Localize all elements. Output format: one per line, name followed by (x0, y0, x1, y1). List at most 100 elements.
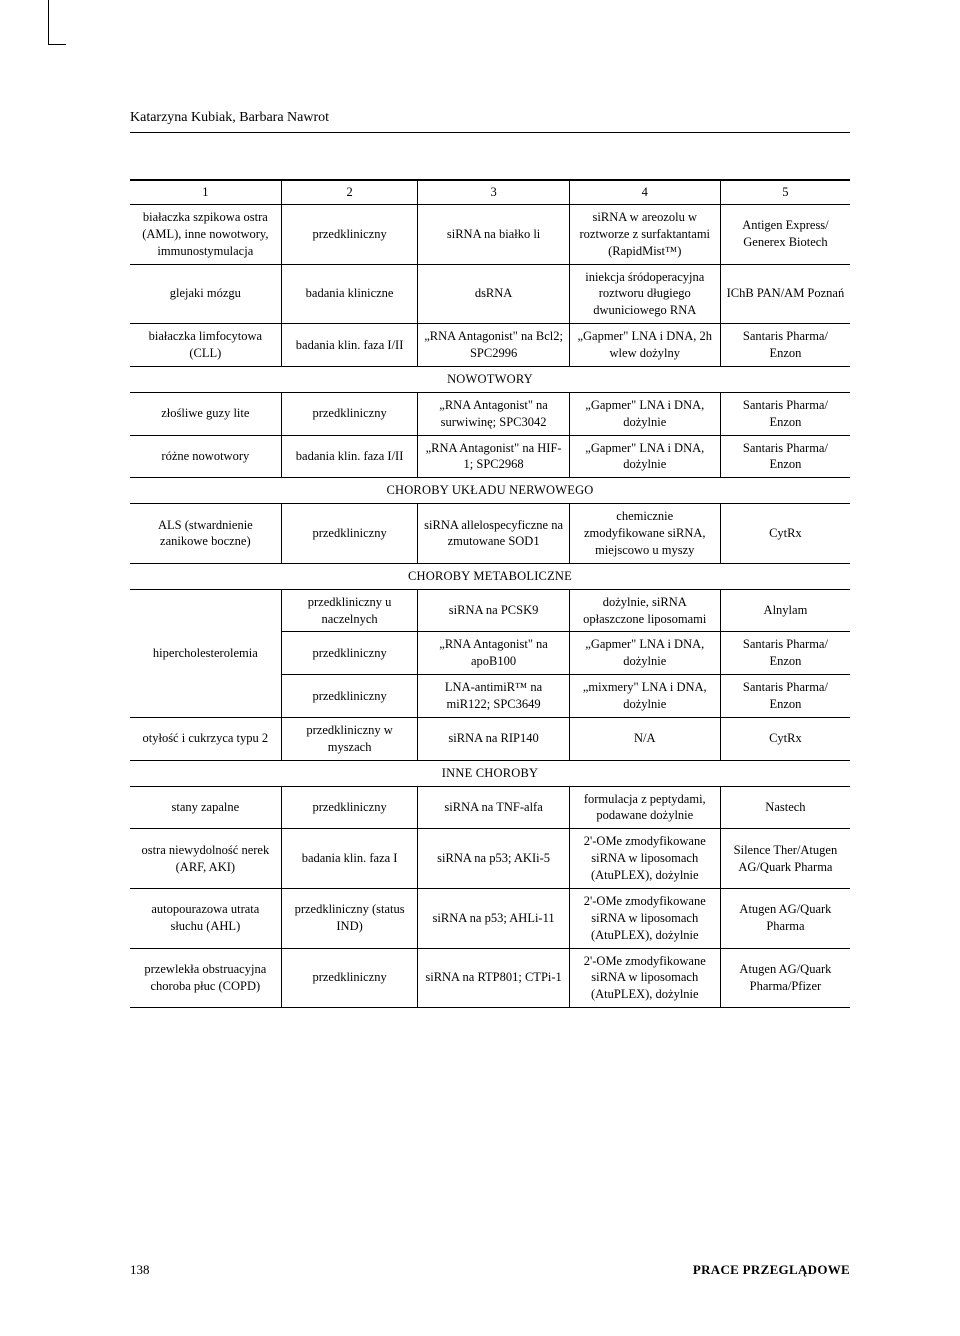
table-cell: badania klin. faza I/II (281, 435, 418, 478)
table-row: złośliwe guzy liteprzedkliniczny„RNA Ant… (130, 392, 850, 435)
table-cell: dsRNA (418, 264, 569, 324)
table-cell: złośliwe guzy lite (130, 392, 281, 435)
section-row: INNE CHOROBY (130, 760, 850, 786)
table-row: autopourazowa utrata słuchu (AHL)przedkl… (130, 888, 850, 948)
page-footer: 138 PRACE PRZEGLĄDOWE (130, 1262, 850, 1278)
table-row: glejaki mózgubadania klinicznedsRNAiniek… (130, 264, 850, 324)
table-cell: „Gapmer" LNA i DNA, dożylnie (569, 632, 720, 675)
table-cell: siRNA na p53; AHLi-11 (418, 888, 569, 948)
section-label: CHOROBY UKŁADU NERWOWEGO (130, 478, 850, 504)
table-cell: „Gapmer" LNA i DNA, dożylnie (569, 435, 720, 478)
data-table: 12345białaczka szpikowa ostra (AML), inn… (130, 179, 850, 1008)
table-cell: różne nowotwory (130, 435, 281, 478)
author-line: Katarzyna Kubiak, Barbara Nawrot (130, 110, 850, 126)
footer-section-label: PRACE PRZEGLĄDOWE (693, 1262, 850, 1278)
section-label: INNE CHOROBY (130, 760, 850, 786)
page: Katarzyna Kubiak, Barbara Nawrot 12345bi… (0, 0, 960, 1336)
table-cell: „RNA Antagonist" na apoB100 (418, 632, 569, 675)
table-cell: 2'-OMe zmodyfikowane siRNA w liposomach … (569, 829, 720, 889)
table-cell: Silence Ther/Atugen AG/Quark Pharma (720, 829, 850, 889)
table-cell: 2'-OMe zmodyfikowane siRNA w liposomach … (569, 888, 720, 948)
table-header-row: 12345 (130, 180, 850, 204)
table-row: ALS (stwardnienie zanikowe boczne)przedk… (130, 504, 850, 564)
column-number: 3 (418, 180, 569, 204)
table-cell: glejaki mózgu (130, 264, 281, 324)
section-row: CHOROBY METABOLICZNE (130, 563, 850, 589)
table-cell: LNA-antimiR™ na miR122; SPC3649 (418, 675, 569, 718)
table-cell: siRNA na RIP140 (418, 717, 569, 760)
table-cell: Atugen AG/Quark Pharma (720, 888, 850, 948)
column-number: 5 (720, 180, 850, 204)
table-cell: chemicznie zmodyfikowane siRNA, miejscow… (569, 504, 720, 564)
table-cell: badania klin. faza I/II (281, 324, 418, 367)
table-cell: przedkliniczny (281, 204, 418, 264)
table-cell: iniekcja śródoperacyjna roztworu długieg… (569, 264, 720, 324)
table-cell: przedkliniczny (status IND) (281, 888, 418, 948)
table-cell: otyłość i cukrzyca typu 2 (130, 717, 281, 760)
table-row: białaczka szpikowa ostra (AML), inne now… (130, 204, 850, 264)
table-cell: ALS (stwardnienie zanikowe boczne) (130, 504, 281, 564)
table-cell: 2'-OMe zmodyfikowane siRNA w liposomach … (569, 948, 720, 1008)
table-cell: przedkliniczny (281, 632, 418, 675)
table-cell: „RNA Antagonist" na Bcl2; SPC2996 (418, 324, 569, 367)
table-cell: Santaris Pharma/ Enzon (720, 632, 850, 675)
table-cell: badania kliniczne (281, 264, 418, 324)
table-cell: CytRx (720, 504, 850, 564)
table-cell: przedkliniczny (281, 948, 418, 1008)
section-label: CHOROBY METABOLICZNE (130, 563, 850, 589)
table-cell: „RNA Antagonist" na surwiwinę; SPC3042 (418, 392, 569, 435)
table-row: hipercholesterolemiaprzedkliniczny u nac… (130, 589, 850, 632)
author-rule (130, 132, 850, 133)
table-cell: N/A (569, 717, 720, 760)
crop-mark (48, 0, 49, 44)
table-cell: siRNA na PCSK9 (418, 589, 569, 632)
table-cell: siRNA na p53; AKIi-5 (418, 829, 569, 889)
table-cell: przedkliniczny (281, 786, 418, 829)
table-row: otyłość i cukrzyca typu 2przedkliniczny … (130, 717, 850, 760)
table-cell: Atugen AG/Quark Pharma/Pfizer (720, 948, 850, 1008)
table-cell: białaczka szpikowa ostra (AML), inne now… (130, 204, 281, 264)
table-cell: siRNA allelospecyficzne na zmutowane SOD… (418, 504, 569, 564)
section-row: CHOROBY UKŁADU NERWOWEGO (130, 478, 850, 504)
table-cell: białaczka limfocytowa (CLL) (130, 324, 281, 367)
table-row: stany zapalneprzedklinicznysiRNA na TNF-… (130, 786, 850, 829)
table-cell: Santaris Pharma/ Enzon (720, 435, 850, 478)
table-cell: siRNA na RTP801; CTPi-1 (418, 948, 569, 1008)
column-number: 1 (130, 180, 281, 204)
table-cell: CytRx (720, 717, 850, 760)
table-cell: Nastech (720, 786, 850, 829)
table-cell: przedkliniczny w myszach (281, 717, 418, 760)
table-cell: Santaris Pharma/ Enzon (720, 324, 850, 367)
table-cell: formulacja z peptydami, podawane dożylni… (569, 786, 720, 829)
table-cell: „mixmery" LNA i DNA, dożylnie (569, 675, 720, 718)
table-cell: przedkliniczny (281, 675, 418, 718)
section-row: NOWOTWORY (130, 366, 850, 392)
table-cell: przedkliniczny u naczelnych (281, 589, 418, 632)
table-cell: przedkliniczny (281, 392, 418, 435)
table-row: różne nowotworybadania klin. faza I/II„R… (130, 435, 850, 478)
column-number: 2 (281, 180, 418, 204)
page-number: 138 (130, 1262, 150, 1278)
table-cell: Alnylam (720, 589, 850, 632)
table-cell: ostra niewydolność nerek (ARF, AKI) (130, 829, 281, 889)
table-row: przewlekła obstruacyjna choroba płuc (CO… (130, 948, 850, 1008)
table-cell: autopourazowa utrata słuchu (AHL) (130, 888, 281, 948)
table-cell: dożylnie, siRNA opłaszczone liposomami (569, 589, 720, 632)
table-cell: Antigen Express/ Generex Biotech (720, 204, 850, 264)
table-cell: hipercholesterolemia (130, 589, 281, 717)
table-row: ostra niewydolność nerek (ARF, AKI)badan… (130, 829, 850, 889)
table-cell: „Gapmer" LNA i DNA, dożylnie (569, 392, 720, 435)
table-cell: siRNA w areozolu w roztworze z surfaktan… (569, 204, 720, 264)
table-cell: „Gapmer" LNA i DNA, 2h wlew dożylny (569, 324, 720, 367)
column-number: 4 (569, 180, 720, 204)
table-cell: „RNA Antagonist" na HIF-1; SPC2968 (418, 435, 569, 478)
table-cell: przedkliniczny (281, 504, 418, 564)
table-cell: siRNA na białko li (418, 204, 569, 264)
table-cell: badania klin. faza I (281, 829, 418, 889)
table-cell: stany zapalne (130, 786, 281, 829)
table-cell: przewlekła obstruacyjna choroba płuc (CO… (130, 948, 281, 1008)
table-cell: IChB PAN/AM Poznań (720, 264, 850, 324)
table-cell: Santaris Pharma/ Enzon (720, 392, 850, 435)
section-label: NOWOTWORY (130, 366, 850, 392)
table-cell: siRNA na TNF-alfa (418, 786, 569, 829)
